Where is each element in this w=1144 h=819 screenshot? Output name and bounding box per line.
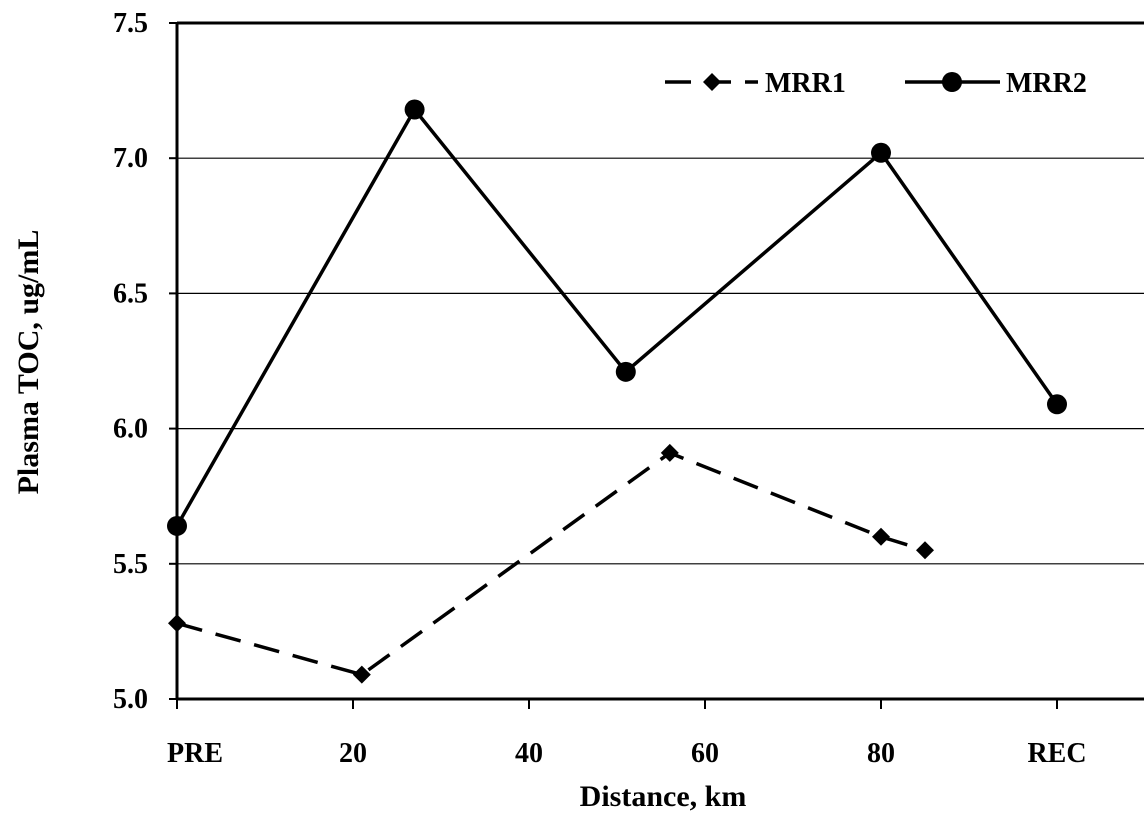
y-tick-label: 6.0 [113,414,148,445]
x-tick-label: 20 [339,738,367,769]
y-tick-label: 7.0 [113,143,148,174]
y-tick-label: 5.0 [113,684,148,715]
x-tick-label: PRE [167,738,223,769]
data-point-mrr2 [615,361,636,382]
series-line-mrr2 [175,107,1059,527]
legend-label-mrr1: MRR1 [765,68,846,99]
x-tick-label: REC [1027,738,1086,769]
legend: MRR1 MRR2 [665,68,1087,99]
data-point-mrr1 [916,541,934,560]
x-tick-label: 60 [691,738,719,769]
tick-labels: 5.0 5.5 6.0 6.5 7.0 7.5 PRE 20 40 60 80 REC [113,8,1087,769]
data-point-mrr2 [167,515,187,536]
gridlines [177,157,1144,565]
data-point-mrr2 [871,142,891,163]
y-axis-title: Plasma TOC, ug/mL [12,230,45,495]
data-point-mrr2 [1047,394,1067,415]
legend-label-mrr2: MRR2 [1006,68,1087,99]
series-mrr1 [168,443,934,684]
data-point-mrr1 [872,527,890,546]
y-tick-label: 7.5 [113,8,148,39]
data-point-mrr2 [404,99,425,120]
x-tick-label: 80 [867,738,895,769]
y-tick-label: 5.5 [113,549,148,580]
x-axis-title: Distance, km [580,780,747,813]
axes [169,21,1144,709]
legend-marker-mrr1 [703,73,721,91]
data-point-mrr1 [168,614,186,633]
data-point-mrr1 [660,443,679,462]
data-point-mrr1 [352,665,371,684]
y-tick-label: 6.5 [113,278,148,309]
legend-marker-mrr2 [942,72,962,92]
x-tick-label: 40 [515,738,543,769]
series-mrr2 [167,99,1067,536]
series-group [167,99,1067,684]
